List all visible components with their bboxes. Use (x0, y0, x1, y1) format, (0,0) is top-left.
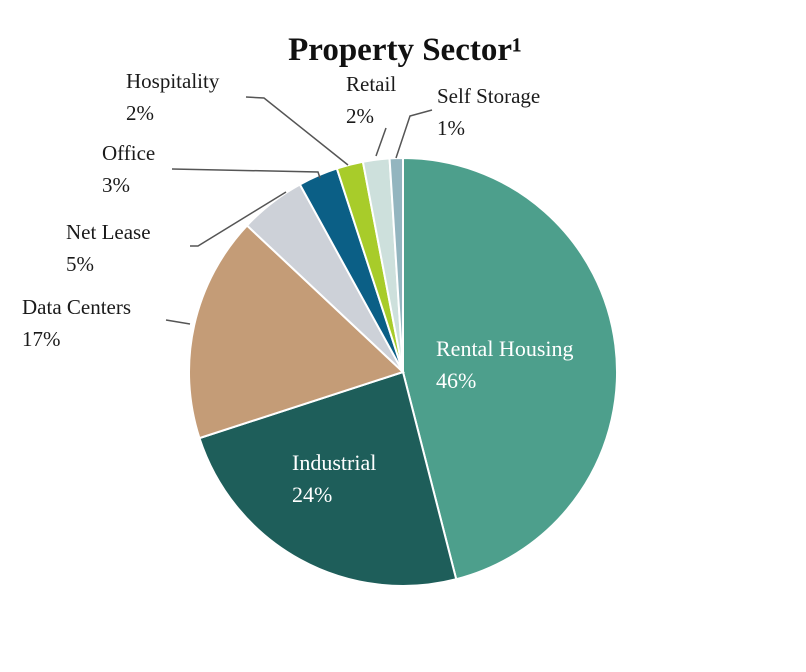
pie-slice-data-centers (188, 224, 405, 440)
slice-value-industrial: 24% (292, 482, 332, 507)
slice-value-office: 3% (102, 173, 130, 197)
pie-slice-self-storage (388, 156, 404, 373)
slice-label-data-centers: Data Centers (22, 295, 131, 319)
slice-label-hospitality: Hospitality (126, 69, 220, 93)
pie-slice-industrial (198, 370, 458, 587)
slice-label-office: Office (102, 141, 155, 165)
leader-lines (165, 96, 433, 325)
slice-label-industrial: Industrial (292, 450, 376, 475)
slice-label-self-storage: Self Storage (437, 84, 540, 108)
chart-title: Property Sector¹ (288, 32, 522, 68)
slice-value-net-lease: 5% (66, 252, 94, 276)
slice-label-rental-housing: Rental Housing (436, 336, 574, 361)
slice-label-net-lease: Net Lease (66, 220, 151, 244)
pie-slices (188, 156, 618, 587)
slice-label-retail: Retail (346, 72, 396, 96)
leader-line-retail (375, 127, 387, 157)
slice-value-data-centers: 17% (22, 327, 61, 351)
slice-value-self-storage: 1% (437, 116, 465, 140)
slice-value-hospitality: 2% (126, 101, 154, 125)
leader-line-data-centers (165, 319, 191, 325)
slice-labels: Rental Housing 46% Industrial 24% Data Cente… (22, 69, 574, 507)
leader-line-self-storage (395, 109, 433, 159)
leader-line-hospitality (245, 96, 349, 166)
slice-value-rental-housing: 46% (436, 368, 476, 393)
leader-line-net-lease (190, 191, 287, 247)
pie-slice-rental-housing (402, 156, 618, 581)
slice-value-retail: 2% (346, 104, 374, 128)
leader-line-office (171, 168, 321, 179)
